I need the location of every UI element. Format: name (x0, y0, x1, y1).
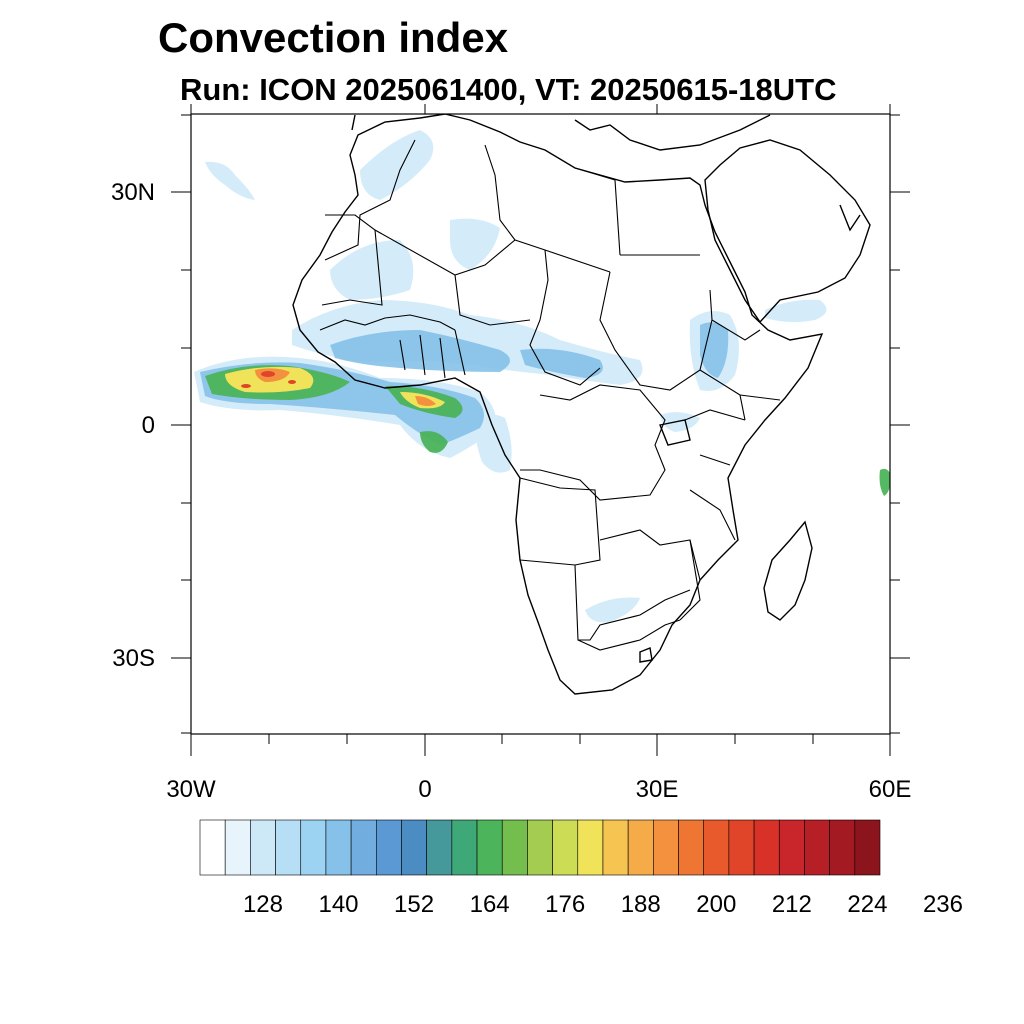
colorbar-swatch (401, 819, 427, 876)
colorbar-swatch (804, 819, 830, 876)
field-reunion (879, 468, 890, 496)
x-label-0: 0 (418, 776, 431, 803)
y-label-0: 0 (142, 412, 155, 439)
field-drc-east (660, 412, 700, 432)
colorbar-swatch (350, 819, 377, 876)
y-label-30s: 30S (112, 645, 155, 672)
field-sa-interior (585, 597, 640, 623)
colorbar-swatch (224, 819, 251, 876)
border-mozambique (679, 539, 701, 621)
border-libya (484, 144, 621, 256)
border-niger-nigeria (454, 274, 531, 326)
lesotho (639, 647, 653, 663)
colorbar-label: 140 (318, 891, 358, 918)
colorbar-label: 200 (696, 891, 736, 918)
colorbar-swatch (199, 819, 226, 876)
chart-title: Convection index (158, 14, 509, 61)
field-core-red-3 (288, 380, 296, 384)
colorbar-swatch (703, 819, 730, 876)
colorbar-swatch (829, 819, 856, 876)
border-horn (699, 319, 781, 421)
x-label-30e: 30E (636, 776, 679, 803)
border-zambia (599, 529, 701, 581)
colorbar-labels: 128 140 152 164 176 188 200 212 224 236 (243, 891, 963, 918)
colorbar-swatch (778, 819, 805, 876)
field-gabon-green (420, 431, 448, 453)
colorbar-label: 188 (621, 891, 661, 918)
field-core-red-1 (261, 371, 275, 377)
colorbar-swatch (325, 819, 352, 876)
border-east-africa (684, 409, 746, 541)
colorbar-swatch (577, 819, 604, 876)
colorbar-swatch (275, 819, 302, 876)
colorbar-swatch (627, 819, 654, 876)
country-borders (319, 139, 781, 651)
colorbar-label: 152 (394, 891, 434, 918)
border-angola (519, 477, 601, 566)
colorbar-swatch (300, 819, 327, 876)
africa-coastline (292, 114, 824, 695)
madagascar (763, 520, 813, 621)
border-morocco-algeria (324, 139, 416, 261)
colorbar-label: 212 (772, 891, 812, 918)
field-core-red-2 (241, 384, 251, 388)
colorbar-swatch (678, 819, 705, 876)
x-label-30w: 30W (166, 776, 216, 803)
colorbar-swatch (476, 819, 503, 876)
colorbar-swatch (501, 819, 528, 876)
colorbar-label: 236 (923, 891, 963, 918)
field-atlas (360, 130, 434, 200)
border-algeria-mali (374, 229, 611, 276)
colorbar-swatch (250, 819, 276, 876)
colorbar-swatch (602, 819, 629, 876)
field-guinea-coast (330, 330, 510, 372)
field-algeria (450, 218, 500, 270)
convection-field (194, 130, 890, 623)
colorbar-label: 128 (243, 891, 283, 918)
colorbar-swatch (854, 819, 881, 876)
colorbar-swatch (426, 819, 453, 876)
map-frame (190, 113, 891, 735)
colorbar-swatch (653, 819, 679, 876)
border-south-africa (577, 619, 681, 651)
colorbar-swatch (375, 819, 402, 876)
ticks (171, 104, 910, 756)
field-ethiopia-core (700, 322, 729, 378)
field-arabia (765, 299, 827, 323)
field-congo (474, 414, 512, 473)
colorbar-label: 176 (545, 891, 585, 918)
border-west-africa (319, 314, 466, 379)
field-core-orange-2 (415, 396, 436, 406)
colorbar-swatch (451, 819, 478, 876)
field-sahara-west (330, 240, 414, 300)
y-label-30n: 30N (111, 179, 155, 206)
border-mauritania (321, 214, 383, 306)
lake-victoria (659, 419, 691, 446)
persian-gulf (839, 204, 861, 232)
colorbar-label: 224 (847, 891, 887, 918)
arabia-coastline (704, 139, 871, 324)
border-chad (529, 249, 601, 386)
border-drc (520, 384, 666, 501)
colorbar (199, 819, 881, 876)
mediterranean-north (351, 114, 771, 151)
field-canaries (205, 161, 255, 200)
coastlines (292, 114, 871, 695)
colorbar-swatch (753, 819, 780, 876)
chart-subtitle: Run: ICON 2025061400, VT: 20250615-18UTC (180, 72, 837, 107)
colorbar-swatch (728, 819, 755, 876)
colorbar-swatch (527, 819, 553, 876)
x-label-60e: 60E (869, 776, 912, 803)
field-central-sahel (520, 348, 603, 378)
colorbar-label: 164 (470, 891, 510, 918)
colorbar-swatch (552, 819, 579, 876)
border-sudan (599, 271, 713, 391)
